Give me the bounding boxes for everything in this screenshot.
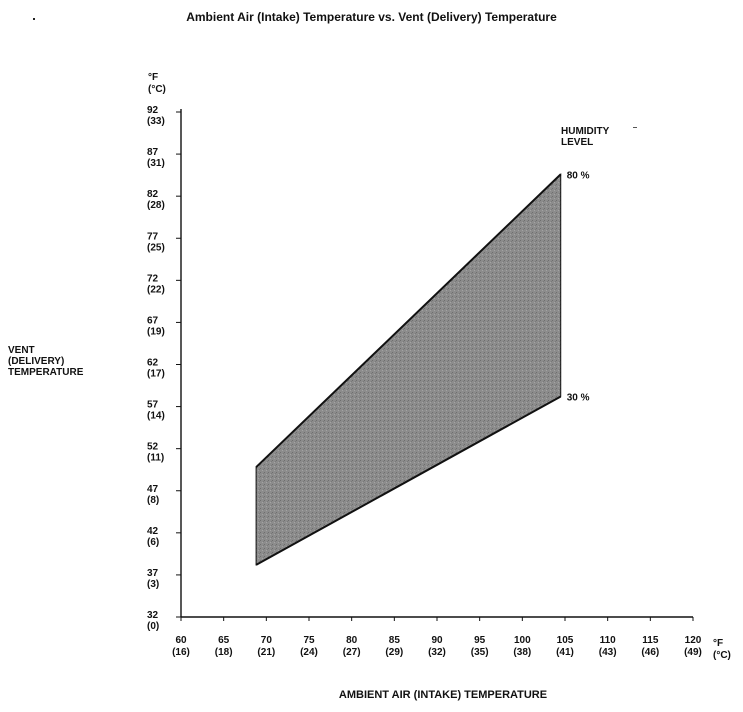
x-tick-label: 60 [175, 635, 187, 646]
y-tick-label-celsius: (6) [147, 537, 159, 548]
x-tick-label-celsius: (18) [215, 647, 233, 658]
x-tick-label: 85 [389, 635, 401, 646]
y-label-line: VENT [8, 345, 35, 356]
x-tick-label-celsius: (46) [641, 647, 659, 658]
y-label-line: TEMPERATURE [8, 367, 84, 378]
y-tick-label: 52 [147, 442, 159, 453]
y-tick-label: 47 [147, 484, 159, 495]
y-tick-label-celsius: (17) [147, 369, 165, 380]
x-tick-label-celsius: (27) [343, 647, 361, 658]
x-tick-label: 115 [642, 635, 659, 646]
x-tick-label-celsius: (21) [257, 647, 275, 658]
series-label-80: 80 % [567, 170, 590, 181]
y-tick-label: 37 [147, 568, 159, 579]
y-tick-label-celsius: (31) [147, 158, 165, 169]
y-label-line: (DELIVERY) [8, 356, 65, 367]
humidity-legend-title: HUMIDITY LEVEL [561, 126, 609, 148]
y-tick-label: 42 [147, 526, 159, 537]
y-tick-label-celsius: (3) [147, 579, 159, 590]
y-tick-label-celsius: (0) [147, 621, 159, 632]
x-tick-label: 120 [685, 635, 702, 646]
humidity-title-line: LEVEL [561, 137, 594, 148]
series-line-30 [255, 395, 562, 566]
y-tick-label: 92 [147, 105, 159, 116]
x-tick-label-celsius: (29) [385, 647, 403, 658]
y-tick-label: 82 [147, 189, 159, 200]
x-tick-label: 105 [557, 635, 574, 646]
y-tick-label: 77 [147, 231, 159, 242]
y-tick-label-celsius: (33) [147, 116, 165, 127]
y-tick-label: 72 [147, 273, 159, 284]
x-tick-label-celsius: (38) [513, 647, 531, 658]
x-tick-label: 90 [431, 635, 443, 646]
x-tick-label: 65 [218, 635, 230, 646]
x-tick-label: 100 [514, 635, 531, 646]
y-tick-label-celsius: (22) [147, 284, 165, 295]
x-tick-label-celsius: (41) [556, 647, 574, 658]
y-tick-label-celsius: (14) [147, 411, 165, 422]
y-tick-label: 67 [147, 315, 159, 326]
x-tick-label-celsius: (32) [428, 647, 446, 658]
x-tick-label-celsius: (35) [471, 647, 489, 658]
series-line-80 [255, 173, 562, 468]
y-tick-label-celsius: (8) [147, 495, 159, 506]
x-unit-c: (°C) [713, 650, 731, 661]
x-tick-label-celsius: (16) [172, 647, 190, 658]
chart-title: Ambient Air (Intake) Temperature vs. Ven… [186, 10, 557, 24]
y-tick-label: 32 [147, 610, 159, 621]
y-tick-label: 87 [147, 147, 159, 158]
stray-mark [633, 127, 637, 128]
x-tick-label: 80 [346, 635, 358, 646]
x-tick-label-celsius: (24) [300, 647, 318, 658]
x-unit-f: °F [713, 638, 724, 649]
y-tick-label-celsius: (19) [147, 326, 165, 337]
humidity-band [255, 173, 562, 566]
x-tick-label: 110 [600, 635, 617, 646]
x-tick-label-celsius: (43) [599, 647, 617, 658]
y-tick-label-celsius: (28) [147, 200, 165, 211]
stray-dot [33, 18, 35, 20]
x-tick-label: 95 [474, 635, 486, 646]
series-label-30: 30 % [567, 392, 590, 403]
y-tick-label-celsius: (25) [147, 242, 165, 253]
y-unit-f: °F [148, 72, 159, 83]
y-axis-label: VENT (DELIVERY) TEMPERATURE [8, 345, 83, 378]
y-axis-unit: °F (°C) [148, 72, 166, 96]
x-tick-label-celsius: (49) [684, 647, 702, 658]
y-tick-label-celsius: (11) [147, 453, 164, 464]
y-tick-label: 62 [147, 358, 159, 369]
y-unit-c: (°C) [148, 84, 166, 95]
humidity-title-line: HUMIDITY [561, 126, 610, 137]
x-axis-label: AMBIENT AIR (INTAKE) TEMPERATURE [338, 689, 548, 701]
x-tick-label: 75 [303, 635, 315, 646]
y-tick-label: 57 [147, 400, 159, 411]
x-tick-label: 70 [261, 635, 273, 646]
x-axis-unit: °F (°C) [713, 638, 731, 662]
